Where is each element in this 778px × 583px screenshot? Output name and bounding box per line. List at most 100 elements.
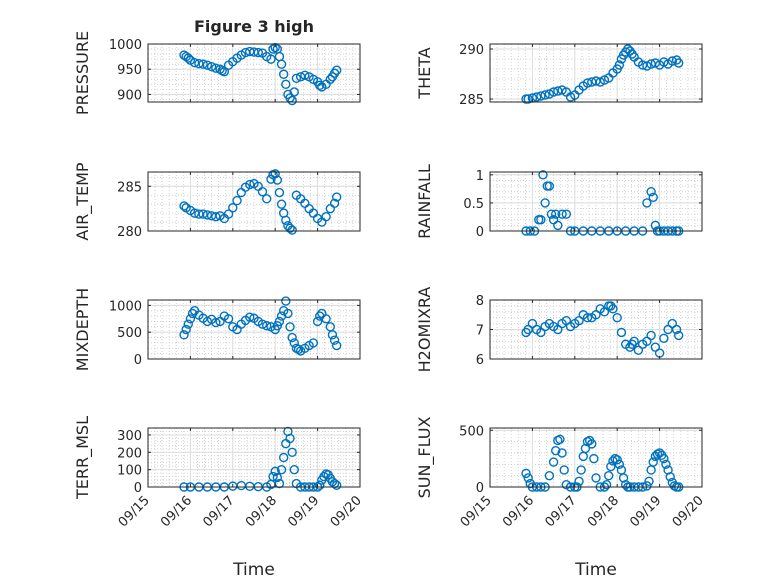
data-point xyxy=(661,459,671,470)
data-point xyxy=(268,44,278,54)
y-tick-label: 6 xyxy=(476,353,484,368)
data-point xyxy=(257,319,268,329)
data-point xyxy=(274,316,285,327)
data-point xyxy=(202,60,213,70)
y-axis-label: PRESSURE xyxy=(73,31,92,115)
data-point xyxy=(589,453,599,464)
data-point xyxy=(557,209,567,219)
subplot-6: 6 7 8 H2OMIXRA xyxy=(415,287,703,372)
data-point xyxy=(612,313,622,323)
data-point xyxy=(276,464,287,475)
data-point xyxy=(300,70,310,80)
data-point xyxy=(555,434,565,445)
data-point xyxy=(281,215,291,225)
data-point xyxy=(285,223,295,234)
y-tick-label: 0 xyxy=(476,481,484,496)
data-point xyxy=(321,314,331,324)
data-point xyxy=(187,308,198,319)
y-tick-label: 285 xyxy=(117,180,142,195)
data-point xyxy=(181,324,191,335)
data-point xyxy=(257,186,268,197)
data-point xyxy=(278,69,289,79)
data-point xyxy=(329,198,340,208)
data-point xyxy=(291,73,302,84)
y-tick-label: 7 xyxy=(476,324,484,339)
data-point xyxy=(616,327,627,338)
y-tick-label: 1 xyxy=(476,169,484,184)
data-point xyxy=(289,87,299,97)
data-point xyxy=(274,478,285,489)
data-point xyxy=(665,472,675,482)
data-point xyxy=(315,480,325,490)
chart-title: Figure 3 high xyxy=(194,17,314,36)
data-point xyxy=(274,187,285,198)
subplot-1: 900 950 1000 PRESSURE Figure 3 high xyxy=(73,17,361,115)
y-tick-label: 0.5 xyxy=(463,197,484,212)
data-point xyxy=(591,473,601,483)
data-point xyxy=(270,466,280,477)
data-point xyxy=(557,448,567,458)
data-point xyxy=(327,330,338,340)
y-tick-label: 300 xyxy=(117,429,142,444)
data-point xyxy=(262,194,272,204)
y-tick-label: 285 xyxy=(459,93,484,108)
data-point xyxy=(293,344,304,355)
y-tick-label: 280 xyxy=(117,225,142,240)
axes-box xyxy=(147,299,361,360)
y-axis-label: MIXDEPTH xyxy=(73,288,92,371)
data-point xyxy=(546,209,557,219)
y-tick-label: 950 xyxy=(117,63,142,78)
data-point xyxy=(331,480,342,490)
data-point xyxy=(329,335,340,345)
data-point xyxy=(523,473,533,483)
data-point xyxy=(536,91,546,101)
data-point xyxy=(253,47,263,58)
y-axis-label: AIR_TEMP xyxy=(73,162,93,240)
data-point xyxy=(331,340,342,351)
y-tick-label: 8 xyxy=(476,294,484,309)
data-point xyxy=(245,312,255,322)
data-point xyxy=(321,211,331,222)
data-point xyxy=(601,480,612,490)
subplot-2: 285 290 THETA xyxy=(415,43,703,108)
axes-box xyxy=(147,171,361,232)
data-point xyxy=(272,175,283,185)
axes-box xyxy=(489,171,703,232)
data-point xyxy=(574,476,584,487)
data-point xyxy=(189,57,200,68)
data-point xyxy=(673,330,684,341)
data-point xyxy=(553,220,563,231)
data-point xyxy=(642,198,652,208)
y-tick-label: 900 xyxy=(117,88,142,103)
data-point xyxy=(671,324,682,335)
x-axis-label: Time xyxy=(574,560,617,580)
data-point xyxy=(646,330,656,341)
data-point xyxy=(281,79,291,90)
data-point xyxy=(536,215,546,225)
data-point xyxy=(582,313,593,323)
data-point xyxy=(278,452,289,463)
data-point xyxy=(587,439,597,449)
data-point xyxy=(287,95,297,106)
data-point xyxy=(540,90,550,100)
data-point xyxy=(667,56,678,66)
y-axis-label: RAINFALL xyxy=(415,164,434,239)
data-point xyxy=(308,338,319,348)
data-point xyxy=(287,332,297,343)
data-point xyxy=(285,322,295,332)
data-point xyxy=(648,457,658,467)
data-point xyxy=(551,445,561,456)
data-point xyxy=(285,433,295,444)
data-point xyxy=(289,464,299,475)
data-point xyxy=(211,317,221,328)
y-axis-label: SUN_FLUX xyxy=(415,417,435,499)
data-point xyxy=(540,198,550,208)
data-point xyxy=(289,338,299,348)
y-tick-label: 1000 xyxy=(109,299,142,314)
data-point xyxy=(283,308,293,319)
data-point xyxy=(183,319,193,329)
data-point xyxy=(644,476,654,487)
data-point xyxy=(659,333,669,344)
data-point xyxy=(223,314,234,324)
